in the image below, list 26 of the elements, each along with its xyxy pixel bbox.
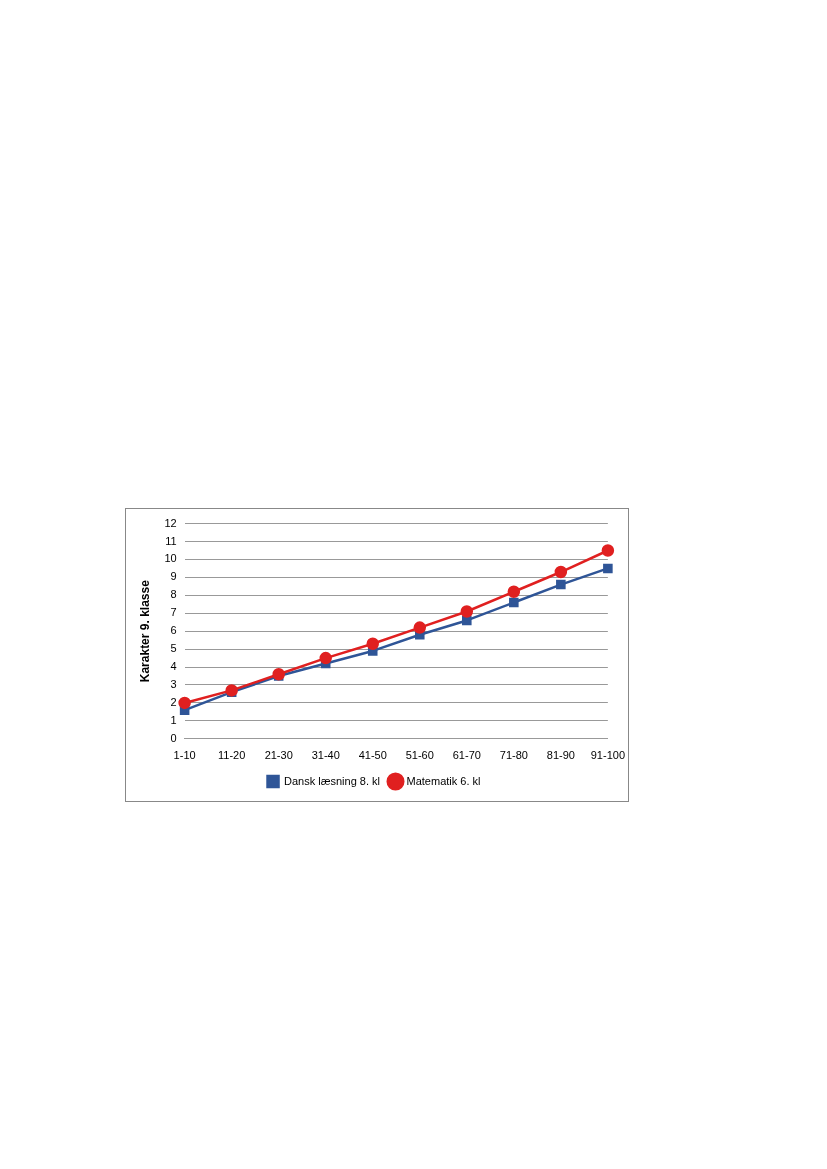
y-tick-label: 4 bbox=[170, 660, 177, 673]
y-tick-label: 1 bbox=[170, 713, 177, 726]
y-tick-label: 6 bbox=[170, 624, 177, 637]
x-tick-label: 81-90 bbox=[546, 749, 575, 762]
x-tick-label: 51-60 bbox=[405, 749, 434, 762]
legend-label: Dansk læsning 8. kl bbox=[284, 774, 381, 787]
y-tick-label: 10 bbox=[164, 552, 177, 565]
x-tick-label: 71-80 bbox=[499, 749, 528, 762]
x-tick-label: 1-10 bbox=[173, 749, 196, 762]
y-tick-label: 0 bbox=[170, 731, 177, 744]
x-tick-label: 91-100 bbox=[590, 749, 626, 762]
y-tick-label: 11 bbox=[165, 534, 177, 547]
x-tick-label: 11-20 bbox=[218, 749, 246, 762]
x-tick-label: 41-50 bbox=[358, 749, 387, 762]
y-tick-label: 2 bbox=[170, 695, 177, 708]
x-tick-label: 31-40 bbox=[311, 749, 340, 762]
y-tick-label: 5 bbox=[170, 642, 177, 655]
y-tick-label: 8 bbox=[170, 588, 177, 601]
y-tick-label: 3 bbox=[170, 678, 177, 691]
y-tick-label: 9 bbox=[170, 570, 177, 583]
x-tick-label: 21-30 bbox=[264, 749, 293, 762]
y-tick-label: 7 bbox=[170, 606, 177, 619]
legend-label: Matematik 6. kl bbox=[406, 774, 481, 787]
x-tick-label: 61-70 bbox=[452, 749, 481, 762]
y-axis-title: Karakter 9. klasse bbox=[137, 579, 152, 683]
y-tick-label: 12 bbox=[164, 516, 177, 529]
